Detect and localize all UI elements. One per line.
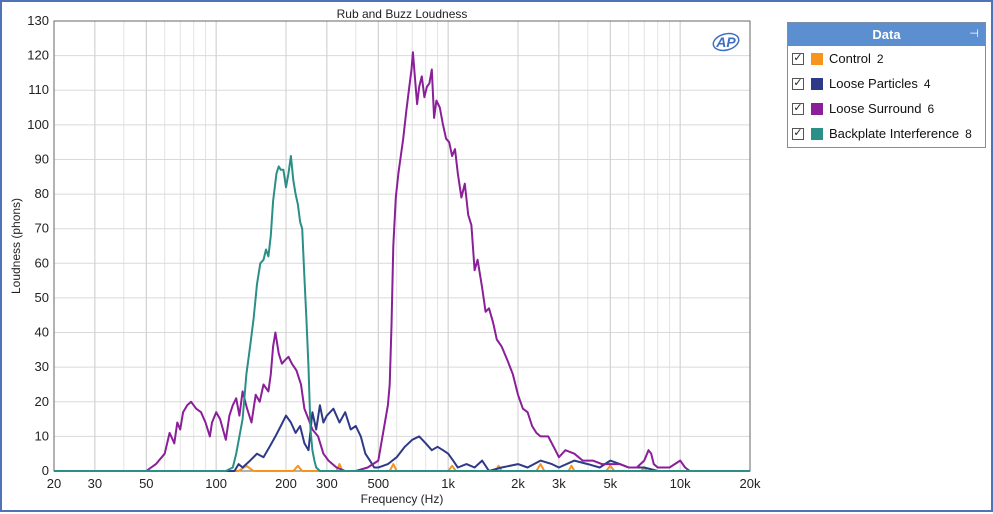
y-tick-label: 90 — [35, 151, 49, 166]
y-tick-label: 10 — [35, 428, 49, 443]
x-tick-label: 2k — [511, 476, 525, 491]
legend-title: Data — [872, 27, 901, 42]
x-axis-ticks: 20 30 50 100 200 300 500 1k 2k 3k 5k 10k 20k — [47, 476, 761, 491]
x-tick-label: 20 — [47, 476, 61, 491]
pin-icon[interactable]: ⊣ — [969, 28, 979, 40]
legend-count: 8 — [965, 126, 972, 141]
legend-label: Loose Particles — [829, 76, 918, 91]
ap-logo-icon: AP — [712, 32, 740, 52]
chart-title: Rub and Buzz Loudness — [337, 7, 468, 21]
y-tick-label: 130 — [27, 13, 49, 28]
legend-label: Backplate Interference — [829, 126, 960, 141]
y-tick-label: 80 — [35, 186, 49, 201]
y-tick-label: 30 — [35, 359, 49, 374]
legend-list: ✓ Control 2 ✓ Loose Particles 4 ✓ Loose Surroun… — [788, 46, 985, 146]
legend-count: 4 — [923, 76, 931, 91]
y-tick-label: 110 — [28, 82, 49, 97]
ap-logo-text: AP — [715, 34, 736, 50]
y-tick-label: 100 — [27, 117, 49, 132]
y-tick-label: 0 — [42, 463, 49, 478]
y-axis-ticks: 0 10 20 30 40 50 60 70 80 90 100 110 120 130 — [27, 13, 49, 478]
checkbox-icon[interactable]: ✓ — [792, 77, 804, 90]
legend-count: 6 — [927, 101, 935, 116]
x-tick-label: 300 — [316, 476, 338, 491]
series-lines — [54, 51, 750, 472]
legend-label: Control — [829, 51, 871, 66]
x-tick-label: 500 — [367, 476, 389, 491]
legend-item-loose-surround[interactable]: ✓ Loose Surround 6 — [788, 96, 985, 121]
series-line-loose-surround — [54, 51, 750, 472]
chart-grid — [53, 20, 751, 472]
x-tick-label: 200 — [275, 476, 297, 491]
y-tick-label: 50 — [35, 290, 49, 305]
x-tick-label: 3k — [552, 476, 566, 491]
y-tick-label: 40 — [35, 325, 49, 340]
x-tick-label: 10k — [670, 476, 691, 491]
checkbox-icon[interactable]: ✓ — [792, 127, 804, 140]
y-tick-label: 120 — [27, 48, 49, 63]
legend-count: 2 — [876, 51, 884, 66]
legend-item-backplate-interference[interactable]: ✓ Backplate Interference 8 — [788, 121, 985, 146]
legend-panel: Data ⊣ ✓ Control 2 ✓ Loose Particles 4 ✓ Loose … — [787, 22, 986, 148]
x-tick-label: 100 — [205, 476, 227, 491]
legend-swatch — [811, 102, 823, 115]
x-axis-label: Frequency (Hz) — [361, 492, 444, 506]
x-tick-label: 50 — [139, 476, 153, 491]
x-tick-label: 1k — [441, 476, 455, 491]
x-tick-label: 30 — [88, 476, 102, 491]
y-axis-label: Loudness (phons) — [9, 198, 23, 294]
legend-item-loose-particles[interactable]: ✓ Loose Particles 4 — [788, 71, 985, 96]
y-tick-label: 70 — [35, 221, 49, 236]
series-line-loose-particles — [54, 404, 750, 472]
y-tick-label: 20 — [35, 394, 49, 409]
legend-swatch — [811, 52, 823, 65]
x-tick-label: 20k — [740, 476, 761, 491]
series-line-backplate-interference — [54, 155, 750, 472]
x-tick-label: 5k — [603, 476, 617, 491]
checkbox-icon[interactable]: ✓ — [792, 102, 804, 115]
legend-label: Loose Surround — [829, 101, 922, 116]
plot-area — [53, 20, 751, 472]
legend-swatch — [811, 77, 823, 90]
checkbox-icon[interactable]: ✓ — [792, 52, 804, 65]
y-tick-label: 60 — [35, 255, 49, 270]
legend-swatch — [811, 127, 823, 140]
legend-item-control[interactable]: ✓ Control 2 — [788, 46, 985, 71]
legend-header: Data ⊣ — [788, 23, 985, 46]
